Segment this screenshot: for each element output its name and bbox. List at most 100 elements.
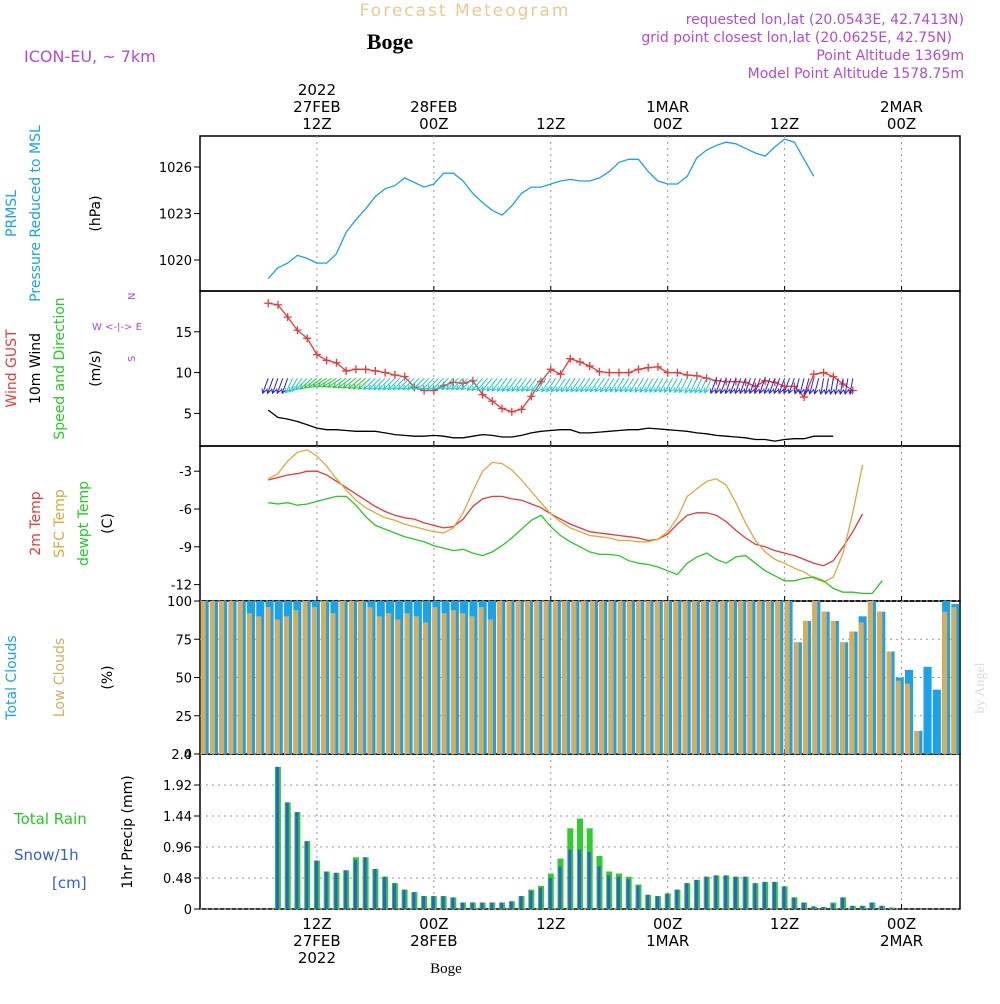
time-axis-bottom-label: 00Z: [887, 915, 916, 933]
wind-direction-arrow: [382, 377, 396, 391]
cloud-low-bar: [784, 601, 790, 754]
snow-bar: [597, 866, 601, 909]
snow-bar: [655, 896, 659, 909]
wind-direction-arrow: [798, 378, 805, 395]
wind-direction-arrow: [679, 378, 688, 394]
snow-bar: [431, 896, 435, 909]
wind-direction-arrow: [629, 378, 639, 393]
wind-direction-arrow: [758, 378, 766, 395]
gust-marker: [264, 299, 273, 308]
wind-direction-arrow: [818, 378, 825, 396]
wind-direction-arrow: [455, 377, 469, 391]
compass-label: S: [127, 356, 138, 362]
wind-direction-arrow: [609, 378, 620, 393]
wind-direction-arrow: [729, 378, 737, 395]
snow-bar: [733, 876, 737, 909]
cloud-low-bar: [589, 601, 595, 754]
wind-direction-arrow: [619, 378, 630, 393]
wind-direction-arrow: [649, 378, 659, 394]
wind-direction-arrow: [496, 378, 508, 393]
cloud-low-bar: [617, 601, 623, 754]
wind-direction-arrow: [285, 378, 294, 394]
cloud-low-bar: [284, 616, 290, 754]
wind-direction-arrow: [773, 378, 781, 395]
cloud-low-bar: [293, 610, 299, 754]
cloud-low-bar: [450, 610, 456, 754]
panel-label: Speed and Direction: [52, 297, 68, 439]
gust-marker: [644, 363, 653, 372]
footer-location: Boge: [430, 961, 462, 977]
snow-bar: [578, 849, 581, 909]
wind-direction-arrow: [460, 377, 474, 391]
wind-direction-arrow: [768, 378, 776, 395]
cloud-low-bar: [432, 607, 438, 754]
y-tick-label: 0.96: [163, 841, 192, 856]
wind-direction-arrow: [575, 378, 586, 393]
panel-label: (%): [100, 665, 116, 689]
gust-marker: [634, 365, 643, 374]
wind-direction-arrow: [407, 377, 420, 391]
cloud-low-bar: [905, 683, 911, 754]
cloud-low-bar: [367, 607, 373, 754]
snow-bar: [743, 876, 747, 909]
wind-direction-arrow: [709, 378, 717, 395]
cloud-low-bar: [348, 601, 354, 754]
gust-marker: [283, 313, 292, 322]
snow-bar: [324, 871, 328, 909]
cloud-low-bar: [803, 620, 809, 754]
cloud-low-bar: [673, 601, 679, 754]
gust-marker: [595, 367, 604, 376]
gust-marker: [381, 368, 390, 377]
wind-direction-arrow: [634, 378, 644, 394]
cloud-low-bar: [867, 601, 873, 754]
snow-bar: [568, 849, 572, 909]
cloud-low-bar: [664, 601, 670, 754]
snow-bar: [353, 859, 357, 909]
gust-marker: [663, 368, 672, 377]
snow-bar: [782, 886, 786, 909]
snow-bar: [275, 766, 279, 909]
wind-direction-arrow: [704, 378, 712, 394]
cloud-low-bar: [487, 619, 493, 754]
snow-bar: [714, 875, 718, 909]
cloud-low-bar: [441, 613, 447, 754]
gust-marker: [488, 397, 497, 406]
cloud-total-bar: [923, 666, 932, 754]
snow-bar: [461, 902, 465, 909]
wind-direction-arrow: [614, 378, 625, 393]
wind-direction-arrow: [551, 378, 561, 393]
wind-direction-arrow: [664, 378, 674, 394]
snow-bar: [841, 897, 845, 909]
cloud-low-bar: [728, 601, 734, 754]
time-axis-top-label: 00Z: [653, 115, 682, 133]
wind-direction-arrow: [426, 377, 440, 391]
wind-direction-arrow: [276, 378, 284, 395]
gust-marker: [507, 407, 516, 416]
location-title: Boge: [367, 29, 414, 54]
cloud-low-bar: [858, 622, 864, 754]
wind-direction-arrow: [521, 378, 532, 393]
cloud-low-bar: [821, 611, 827, 754]
gust-marker: [819, 368, 828, 377]
y-tick-label: 10: [175, 367, 192, 382]
snow-bar: [753, 883, 757, 909]
time-axis-top-label: 2022: [298, 81, 336, 99]
dewpoint-line: [268, 495, 883, 595]
wind-direction-arrow: [377, 377, 391, 391]
wind-direction-arrow: [808, 378, 815, 395]
gust-marker: [410, 383, 419, 392]
credit-watermark: by Angel: [973, 662, 988, 713]
y-tick-label: -3: [179, 465, 192, 480]
gust-marker: [332, 358, 341, 367]
wind-direction-arrow: [357, 377, 371, 390]
gust-marker: [303, 334, 312, 343]
wind-direction-arrow: [412, 377, 425, 391]
wind-direction-arrow: [392, 377, 405, 391]
y-tick-label: 0: [184, 903, 192, 918]
wind-direction-arrow: [352, 377, 366, 390]
wind-direction-arrow: [363, 377, 376, 391]
snow-bar: [539, 887, 542, 909]
cloud-low-bar: [330, 613, 336, 754]
gust-marker: [312, 350, 321, 359]
wind-direction-arrow: [782, 378, 790, 395]
